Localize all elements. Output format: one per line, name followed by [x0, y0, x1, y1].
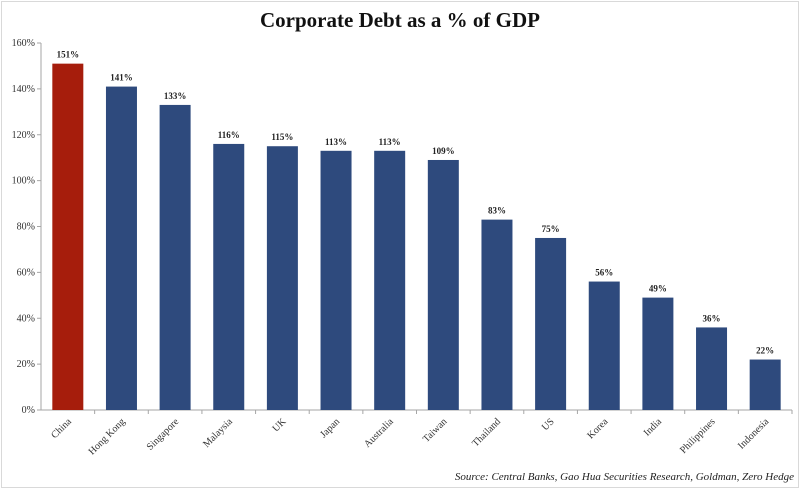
bar-japan [320, 150, 352, 410]
data-label: 133% [164, 91, 187, 101]
y-tick-label: 20% [17, 359, 35, 370]
bar-india [642, 297, 674, 410]
x-tick-label: Hong Kong [87, 416, 128, 457]
source-note: Source: Central Banks, Gao Hua Securitie… [454, 471, 794, 483]
y-tick-label: 120% [12, 130, 35, 141]
y-tick-label: 0% [22, 405, 35, 416]
bar-singapore [159, 104, 191, 411]
x-tick-label: Philippines [678, 416, 718, 456]
data-label: 49% [649, 284, 667, 294]
x-tick-label: Australia [362, 416, 396, 450]
bar-korea [588, 281, 620, 410]
bar-taiwan [427, 159, 459, 410]
data-label: 151% [57, 50, 80, 60]
data-label: 141% [110, 73, 133, 83]
bar-malaysia [213, 143, 245, 411]
y-tick-label: 40% [17, 313, 35, 324]
y-tick-label: 160% [12, 38, 35, 49]
bar-indonesia [749, 359, 781, 410]
y-tick-label: 80% [17, 222, 35, 233]
x-tick-label: China [49, 416, 74, 441]
y-tick-label: 60% [17, 267, 35, 278]
x-tick-label: US [540, 416, 557, 433]
data-label: 116% [218, 130, 240, 140]
data-label: 115% [271, 132, 293, 142]
data-label: 109% [432, 146, 455, 156]
data-label: 36% [703, 313, 721, 323]
data-label: 56% [595, 268, 613, 278]
bar-philippines [696, 327, 728, 410]
x-tick-label: Korea [585, 416, 610, 441]
data-label: 75% [542, 224, 560, 234]
y-tick-label: 100% [12, 176, 35, 187]
bar-thailand [481, 219, 513, 410]
x-tick-label: Thailand [470, 416, 503, 449]
x-tick-label: Singapore [145, 416, 182, 453]
x-tick-label: Malaysia [201, 416, 235, 450]
bar-australia [374, 150, 406, 410]
x-tick-label: Japan [318, 416, 342, 440]
bar-china [52, 63, 84, 411]
chart-title: Corporate Debt as a % of GDP [260, 8, 540, 32]
x-tick-label: Taiwan [421, 416, 449, 444]
bar-hong-kong [105, 86, 137, 411]
bar-uk [266, 146, 298, 410]
data-label: 83% [488, 206, 506, 216]
data-label: 113% [325, 137, 347, 147]
x-tick-label: Indonesia [736, 416, 772, 452]
x-tick-label: India [642, 416, 665, 439]
bar-us [535, 237, 567, 410]
y-tick-label: 140% [12, 84, 35, 95]
data-label: 22% [756, 346, 774, 356]
data-label: 113% [379, 137, 401, 147]
x-tick-label: UK [271, 416, 290, 435]
